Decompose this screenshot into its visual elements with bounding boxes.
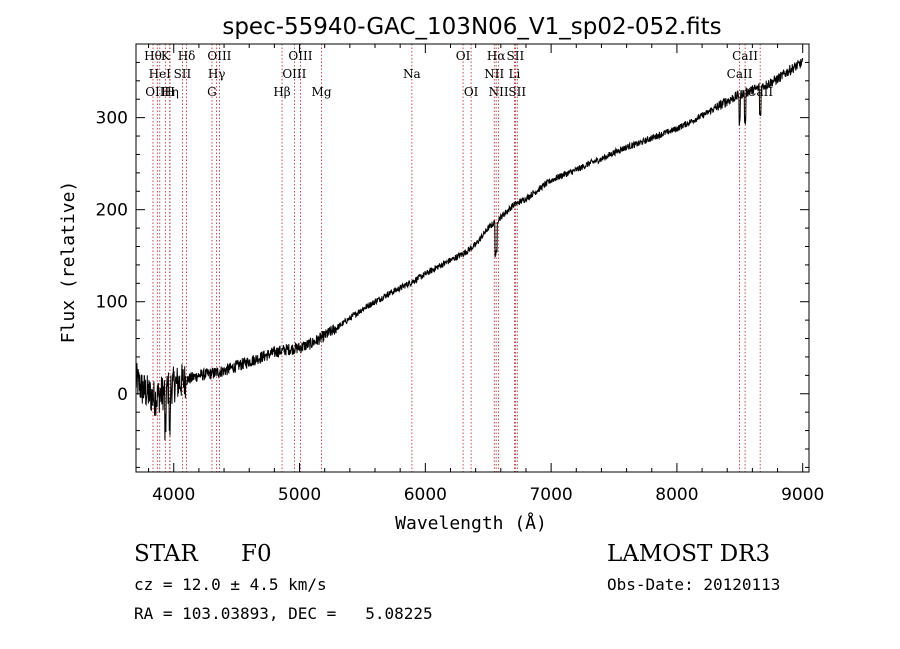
marker-label-sii: SII <box>508 85 526 99</box>
marker-label-sii: SII <box>174 67 192 81</box>
marker-label-h: H <box>164 85 174 99</box>
object-class: STAR <box>134 541 198 567</box>
x-tick-label: 8000 <box>655 485 698 505</box>
x-tick-label: 5000 <box>278 485 321 505</box>
marker-label-caii: CaII <box>727 67 753 81</box>
marker-label-nii: NII <box>489 85 509 99</box>
spectrum-line <box>135 57 804 441</box>
marker-label-oi: OI <box>456 49 471 63</box>
marker-label-hδ: Hδ <box>178 49 196 63</box>
y-tick-label: 200 <box>96 201 128 221</box>
coordinates-text: RA = 103.03893, DEC = 5.08225 <box>134 604 433 623</box>
marker-label-hβ: Hβ <box>273 85 290 99</box>
marker-label-oiii: OIII <box>288 49 312 63</box>
marker-label-nii: NII <box>484 67 504 81</box>
marker-label-g: G <box>207 85 217 99</box>
plot-frame <box>135 43 810 473</box>
marker-label-oi: OI <box>464 85 479 99</box>
x-axis-ticks: 4000 5000 6000 7000 8000 9000 <box>148 44 824 505</box>
marker-label-hei: HeI <box>149 67 172 81</box>
marker-label-k: K <box>161 49 171 63</box>
marker-label-oiii: OIII <box>145 85 169 99</box>
x-tick-label: 7000 <box>529 485 572 505</box>
marker-label-oiii: OIII <box>282 67 306 81</box>
y-tick-label: 0 <box>117 385 128 405</box>
object-subclass: F0 <box>241 541 272 567</box>
marker-label-hγ: Hγ <box>208 67 226 81</box>
obs-date-text: Obs-Date: 20120113 <box>607 575 780 594</box>
survey-name: LAMOST DR3 <box>607 541 770 567</box>
x-tick-label: 9000 <box>781 485 824 505</box>
marker-label-hα: Hα <box>487 49 506 63</box>
x-tick-label: 4000 <box>152 485 195 505</box>
marker-label-hη: Hη <box>161 85 179 99</box>
y-tick-label: 100 <box>96 293 128 313</box>
y-tick-label: 300 <box>96 109 128 129</box>
marker-label-sii: SII <box>507 49 525 63</box>
marker-label-oiii: OIII <box>207 49 231 63</box>
marker-label-hθ: Hθ <box>144 49 162 63</box>
x-axis-label: Wavelength (Å) <box>395 512 547 534</box>
spectral-line-labels: Hθ OIII HeI K HHη SII Hδ G Hγ OIII Hβ OIII OIII Mg Na O… <box>144 49 773 99</box>
marker-label-caii: CaII <box>732 49 758 63</box>
y-axis-ticks: 0 100 200 300 <box>96 61 809 468</box>
marker-label-na: Na <box>403 67 421 81</box>
redshift-text: cz = 12.0 ± 4.5 km/s <box>134 575 327 594</box>
marker-label-li: Li <box>508 67 520 81</box>
chart-title: spec-55940-GAC_103N06_V1_sp02-052.fits <box>222 14 721 40</box>
y-axis-label: Flux (relative) <box>58 181 79 344</box>
marker-label-mg: Mg <box>312 85 332 99</box>
x-tick-label: 6000 <box>404 485 447 505</box>
